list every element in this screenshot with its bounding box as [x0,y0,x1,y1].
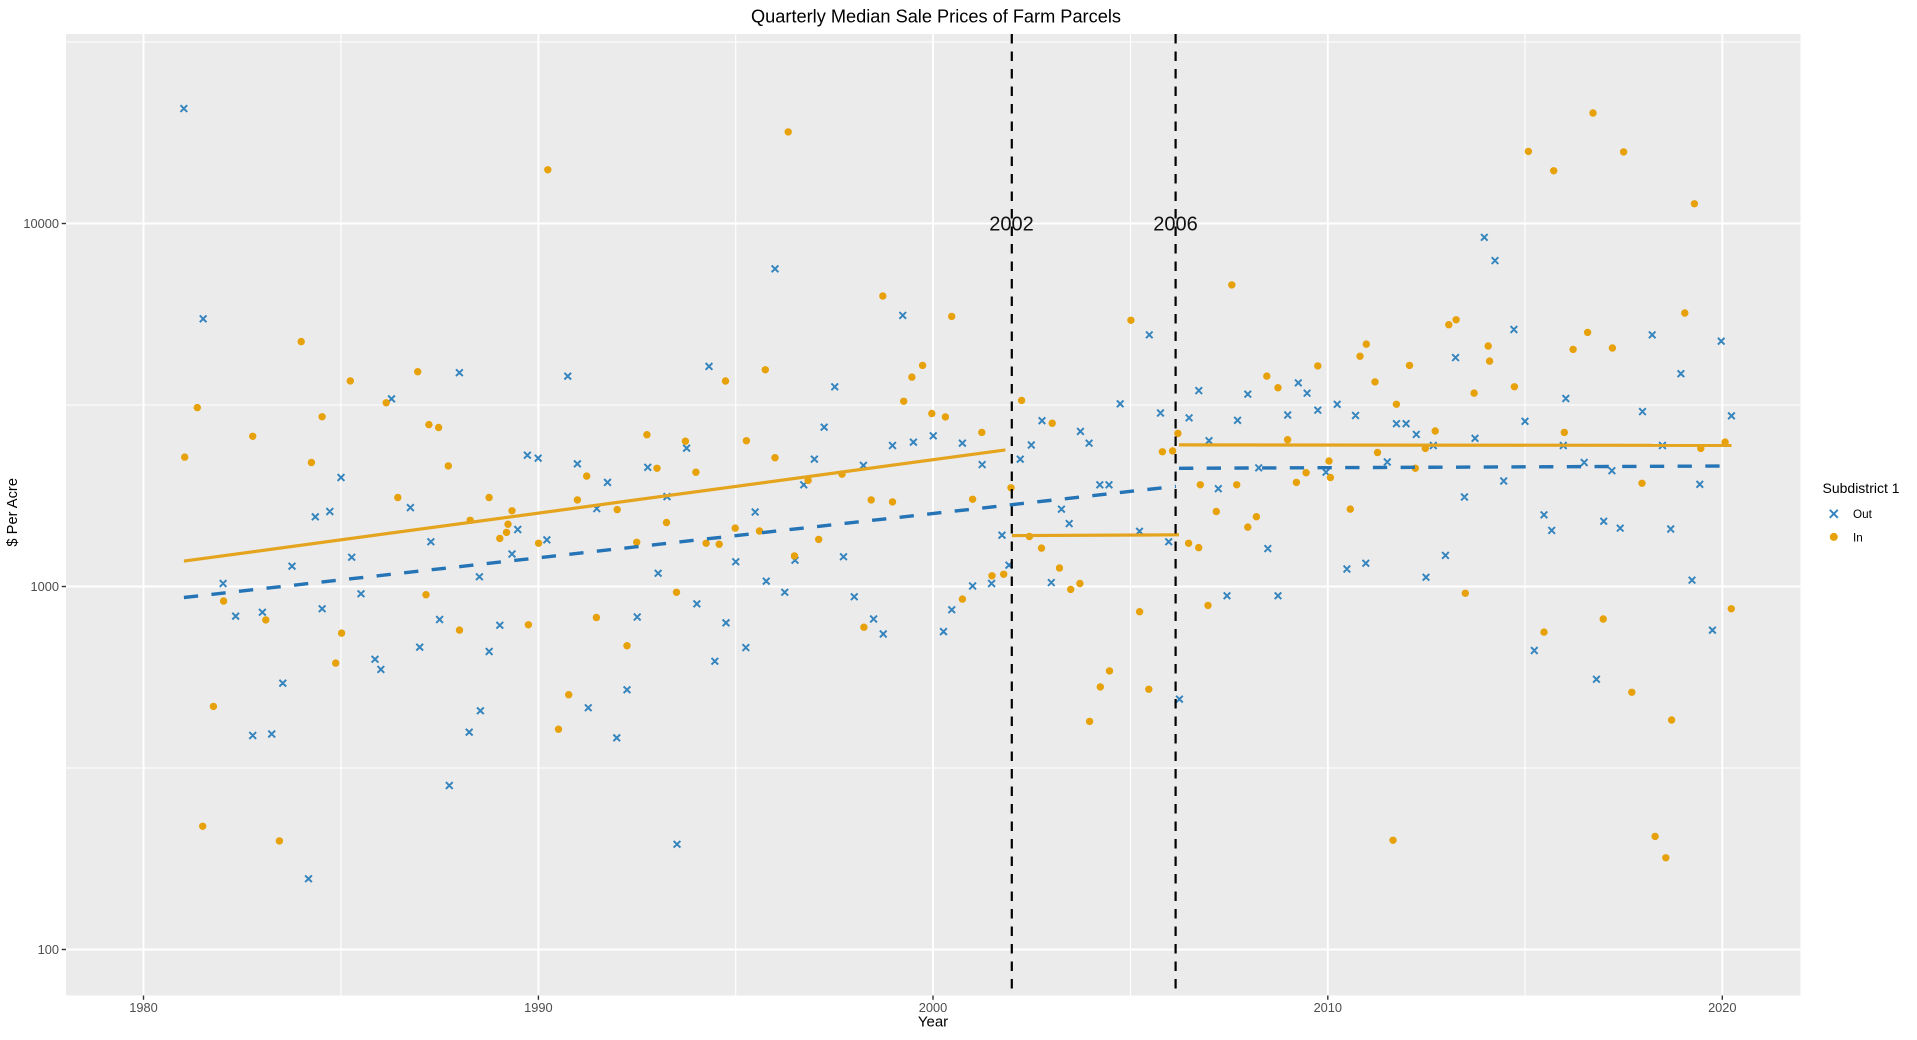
svg-text:Quarterly Median Sale Prices o: Quarterly Median Sale Prices of Farm Par… [751,7,1121,27]
svg-text:10000: 10000 [23,216,59,231]
svg-text:100: 100 [38,942,59,957]
svg-text:2006: 2006 [1153,214,1198,236]
svg-text:2020: 2020 [1708,1000,1736,1015]
svg-text:1990: 1990 [524,1000,552,1015]
svg-text:1000: 1000 [31,579,59,594]
svg-text:Out: Out [1853,508,1873,521]
svg-text:2002: 2002 [989,214,1034,236]
svg-text:1980: 1980 [129,1000,157,1015]
svg-text:Subdistrict 1: Subdistrict 1 [1823,480,1900,496]
svg-text:$ Per Acre: $ Per Acre [5,478,21,547]
svg-text:Year: Year [918,1014,948,1031]
svg-text:In: In [1853,531,1863,544]
svg-text:2000: 2000 [919,1000,947,1015]
svg-text:2010: 2010 [1314,1000,1342,1015]
